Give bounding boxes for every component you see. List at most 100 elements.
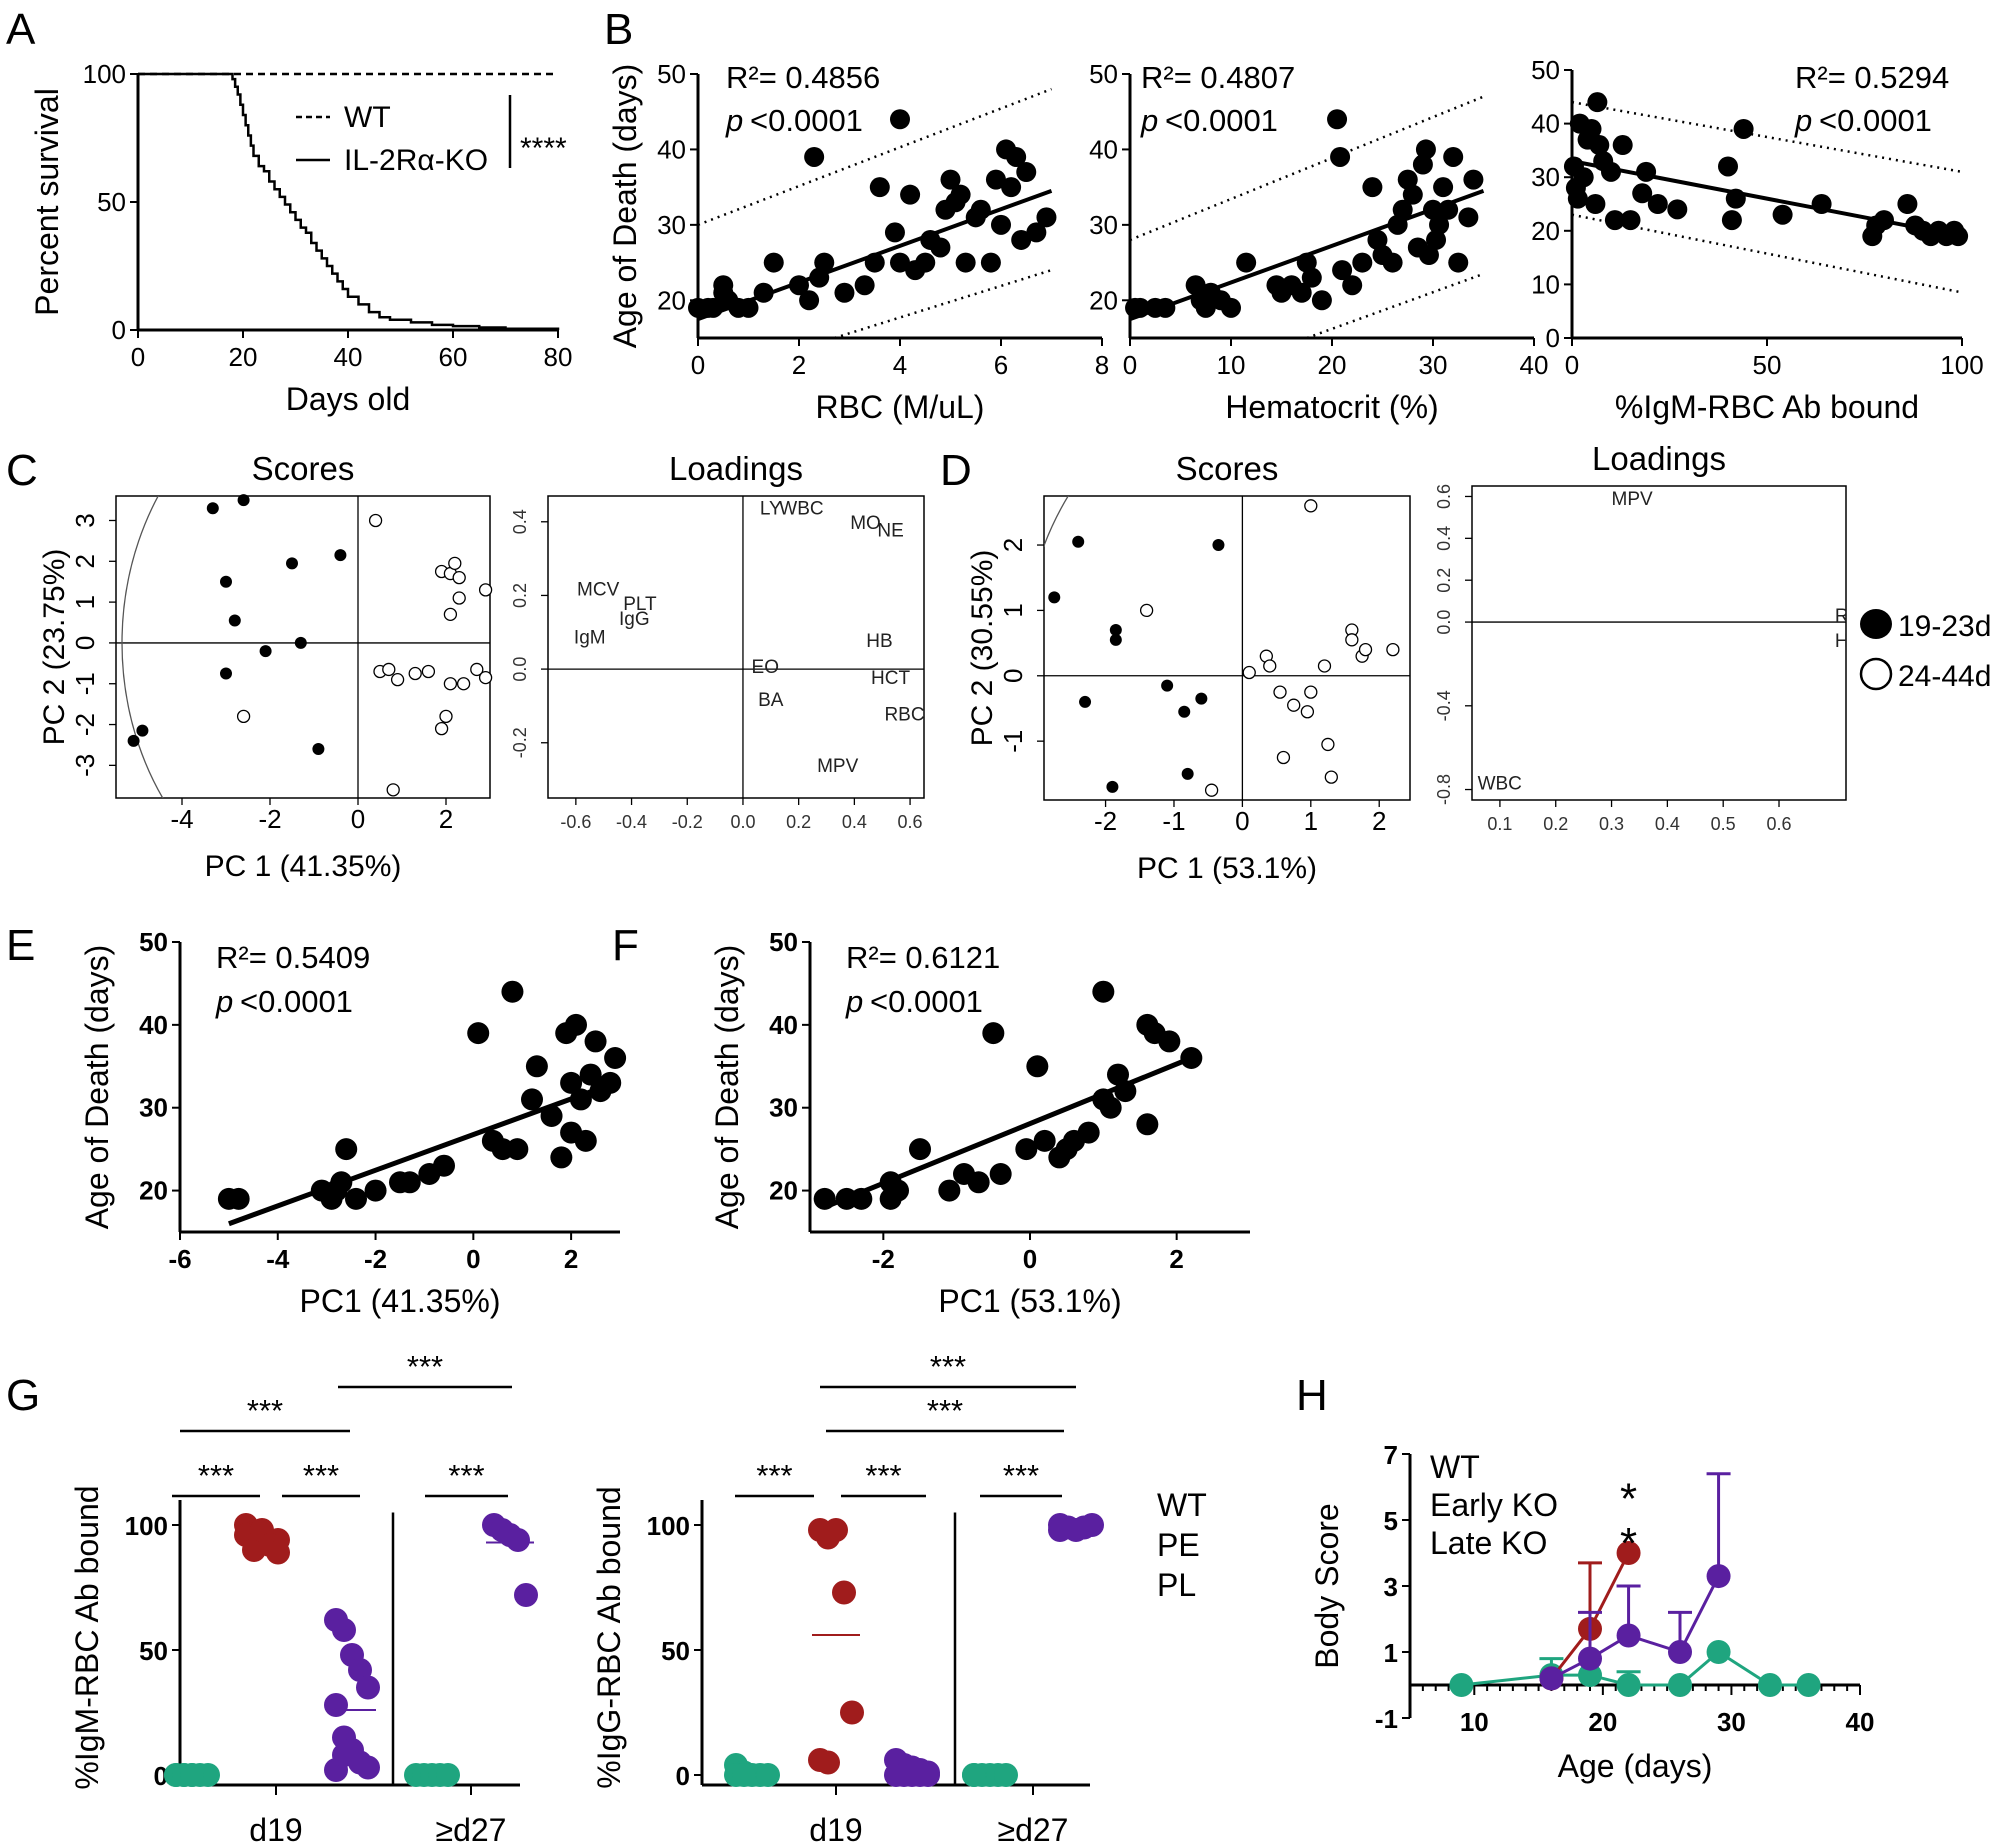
data-point: [1352, 252, 1373, 273]
data-point: [1001, 177, 1022, 198]
data-point: [909, 1138, 931, 1161]
data-point: [955, 252, 976, 273]
data-point: [1036, 207, 1057, 228]
x-tick-label: 40: [1846, 1707, 1875, 1737]
data-point: [1367, 229, 1388, 250]
dot-pl: [356, 1675, 380, 1700]
series-point: [1616, 1541, 1641, 1565]
y-tick-label: 20: [1531, 216, 1560, 246]
data-point: [1620, 210, 1641, 231]
x-tick-label: 60: [439, 342, 468, 372]
x-tick-label: 0.3: [1599, 814, 1624, 834]
y-tick-label: 3: [70, 513, 100, 527]
y-tick-label: 20: [139, 1176, 168, 1206]
x-tick-label: 2: [1169, 1244, 1183, 1274]
data-point: [950, 184, 971, 205]
data-point: [501, 980, 524, 1003]
panel-label-H: H: [1296, 1371, 1328, 1420]
x-tick-label: -4: [170, 804, 193, 834]
data-point: [565, 1013, 587, 1036]
plot-frame: [547, 495, 925, 799]
panel-label-B: B: [604, 5, 633, 54]
x-tick-label: 1: [1304, 806, 1318, 836]
y-tick-label: 2: [70, 554, 100, 568]
loading-label: IgG: [619, 609, 650, 630]
y-tick-label: 50: [139, 927, 168, 957]
x-tick-label: 0.2: [1543, 814, 1568, 834]
data-point: [1772, 204, 1793, 225]
score-point-early: [228, 614, 241, 627]
score-point-late: [1324, 770, 1338, 784]
y-tick-label: 0.4: [1434, 526, 1454, 551]
data-point: [467, 1022, 490, 1045]
y-tick-label: 30: [1089, 210, 1118, 240]
significance-stars: ***: [927, 1393, 963, 1428]
data-point: [1412, 154, 1433, 175]
series-point: [1616, 1673, 1641, 1697]
data-point: [1397, 169, 1418, 190]
loading-labels: MPV RBC HCT WBC: [1478, 489, 1846, 795]
data-point: [1585, 194, 1606, 214]
dot-pl: [916, 1763, 940, 1787]
series-point: [1578, 1663, 1602, 1688]
x-tick-label: 0.0: [730, 812, 755, 832]
x-tick-label: 0.4: [1655, 814, 1680, 834]
dot-pe: [832, 1580, 856, 1605]
y-tick-label: 0.0: [510, 657, 530, 682]
x-tick-label: 40: [334, 342, 363, 372]
data-point: [1092, 980, 1115, 1003]
y-axis-title: %IgM-RBC Ab bound: [69, 1485, 105, 1789]
data-point: [887, 1179, 909, 1202]
y-tick-label: 50: [1089, 59, 1118, 89]
dot-pl: [332, 1743, 356, 1767]
score-point-early: [1106, 780, 1119, 793]
y-tick-label: 0.4: [510, 509, 530, 534]
x-axis-title: PC1 (53.1%): [938, 1283, 1121, 1319]
score-point-early: [259, 645, 272, 658]
data-point: [1301, 267, 1322, 288]
x-tick-label: -0.6: [560, 812, 591, 832]
significance-stars: ***: [303, 1458, 339, 1493]
r-squared-label: R²= 0.6121: [846, 940, 1000, 975]
panel-label-C: C: [6, 446, 38, 495]
y-tick-label: 30: [1531, 162, 1560, 192]
data-point: [574, 1129, 597, 1152]
dot-pe: [266, 1540, 290, 1565]
data-point: [525, 1055, 548, 1078]
p-value-label: <0.0001: [240, 984, 353, 1019]
y-tick-label: 40: [769, 1010, 798, 1040]
ko-survival-step: [138, 72, 560, 330]
score-point-late: [390, 672, 405, 687]
x-tick-label: 20: [229, 342, 258, 372]
data-point: [989, 1163, 1012, 1185]
data-point: [1458, 207, 1479, 228]
x-tick-label: 0.1: [1487, 814, 1512, 834]
data-point: [1077, 1121, 1100, 1144]
loading-label: LY: [760, 498, 782, 519]
data-point: [1342, 275, 1363, 296]
y-tick-label: 100: [83, 59, 126, 89]
data-point: [1667, 199, 1688, 220]
p-symbol: p: [215, 984, 233, 1019]
loading-label: HB: [866, 631, 892, 652]
y-tick-label: 7: [1384, 1440, 1398, 1470]
data-point: [854, 275, 875, 296]
legend-late-ko: Late KO: [1430, 1525, 1547, 1561]
score-point-early: [1109, 633, 1122, 646]
y-tick-label: 50: [97, 187, 126, 217]
plot-title: Scores: [1176, 450, 1279, 487]
score-point-late: [478, 670, 493, 685]
score-point-early: [286, 557, 298, 570]
data-point: [1107, 1063, 1129, 1086]
x-tick-label: -0.2: [672, 812, 703, 832]
legend-wt-label: WT: [344, 101, 391, 134]
data-point: [1236, 252, 1257, 273]
data-point: [1443, 146, 1464, 167]
score-point-late: [386, 783, 400, 797]
x-tick-label: 10: [1217, 350, 1246, 380]
x-tick-label: 0: [1235, 806, 1249, 836]
ci-upper-line: [698, 87, 1052, 227]
y-tick-label: 100: [125, 1511, 168, 1541]
score-point-early: [294, 636, 307, 649]
data-point: [1221, 297, 1241, 318]
